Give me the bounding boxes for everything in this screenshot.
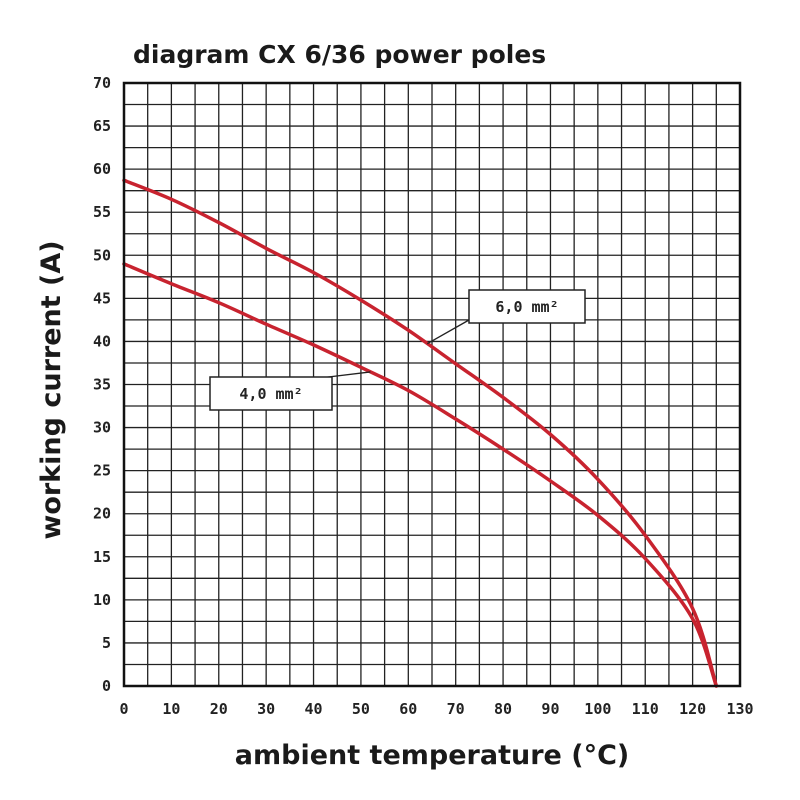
y-tick-label: 30 (93, 419, 111, 437)
x-tick-label: 0 (119, 700, 128, 718)
callout-4mm-label: 4,0 mm² (239, 385, 302, 403)
y-tick-label: 40 (93, 332, 111, 350)
series-4mm-line (122, 262, 719, 688)
y-tick-label: 70 (93, 74, 111, 92)
x-tick-label: 20 (210, 700, 228, 718)
x-tick-label: 50 (352, 700, 370, 718)
series-6mm-line (122, 178, 719, 688)
x-tick-label: 60 (399, 700, 417, 718)
y-tick-label: 0 (102, 677, 111, 695)
plot-frame (122, 81, 742, 688)
y-tick-label: 55 (93, 203, 111, 221)
y-tick-label: 5 (102, 634, 111, 652)
callout-6mm-box (468, 289, 586, 324)
x-axis-ticks: 0 10 20 30 40 50 60 70 80 90 100 110 120 130 (119, 700, 753, 718)
y-tick-label: 50 (93, 246, 111, 264)
x-tick-label: 30 (257, 700, 275, 718)
y-tick-label: 20 (93, 505, 111, 523)
y-tick-label: 25 (93, 462, 111, 480)
y-tick-label: 65 (93, 117, 111, 135)
y-tick-label: 15 (93, 548, 111, 566)
chart-title: diagram CX 6/36 power poles (133, 40, 546, 69)
x-tick-label: 90 (541, 700, 559, 718)
y-axis-title: working current (A) (36, 240, 67, 539)
y-tick-label: 10 (93, 591, 111, 609)
series-callouts: 6,0 mm² 4,0 mm² (209, 289, 586, 411)
x-tick-label: 120 (679, 700, 706, 718)
x-axis-title: ambient temperature (°C) (235, 740, 629, 771)
y-tick-label: 60 (93, 160, 111, 178)
x-tick-label: 70 (447, 700, 465, 718)
y-tick-label: 45 (93, 289, 111, 307)
callout-4mm-box (209, 376, 333, 411)
callout-6mm-label: 6,0 mm² (495, 298, 558, 316)
x-tick-label: 110 (632, 700, 659, 718)
x-tick-label: 40 (305, 700, 323, 718)
callout-6mm-leader (426, 319, 470, 345)
series-layer (122, 178, 719, 688)
y-axis-ticks: 0 5 10 15 20 25 30 35 40 45 50 55 60 65 70 (93, 74, 111, 695)
x-tick-label: 130 (726, 700, 753, 718)
x-tick-label: 100 (584, 700, 611, 718)
x-tick-label: 80 (494, 700, 512, 718)
x-tick-label: 10 (162, 700, 180, 718)
y-tick-label: 35 (93, 376, 111, 394)
